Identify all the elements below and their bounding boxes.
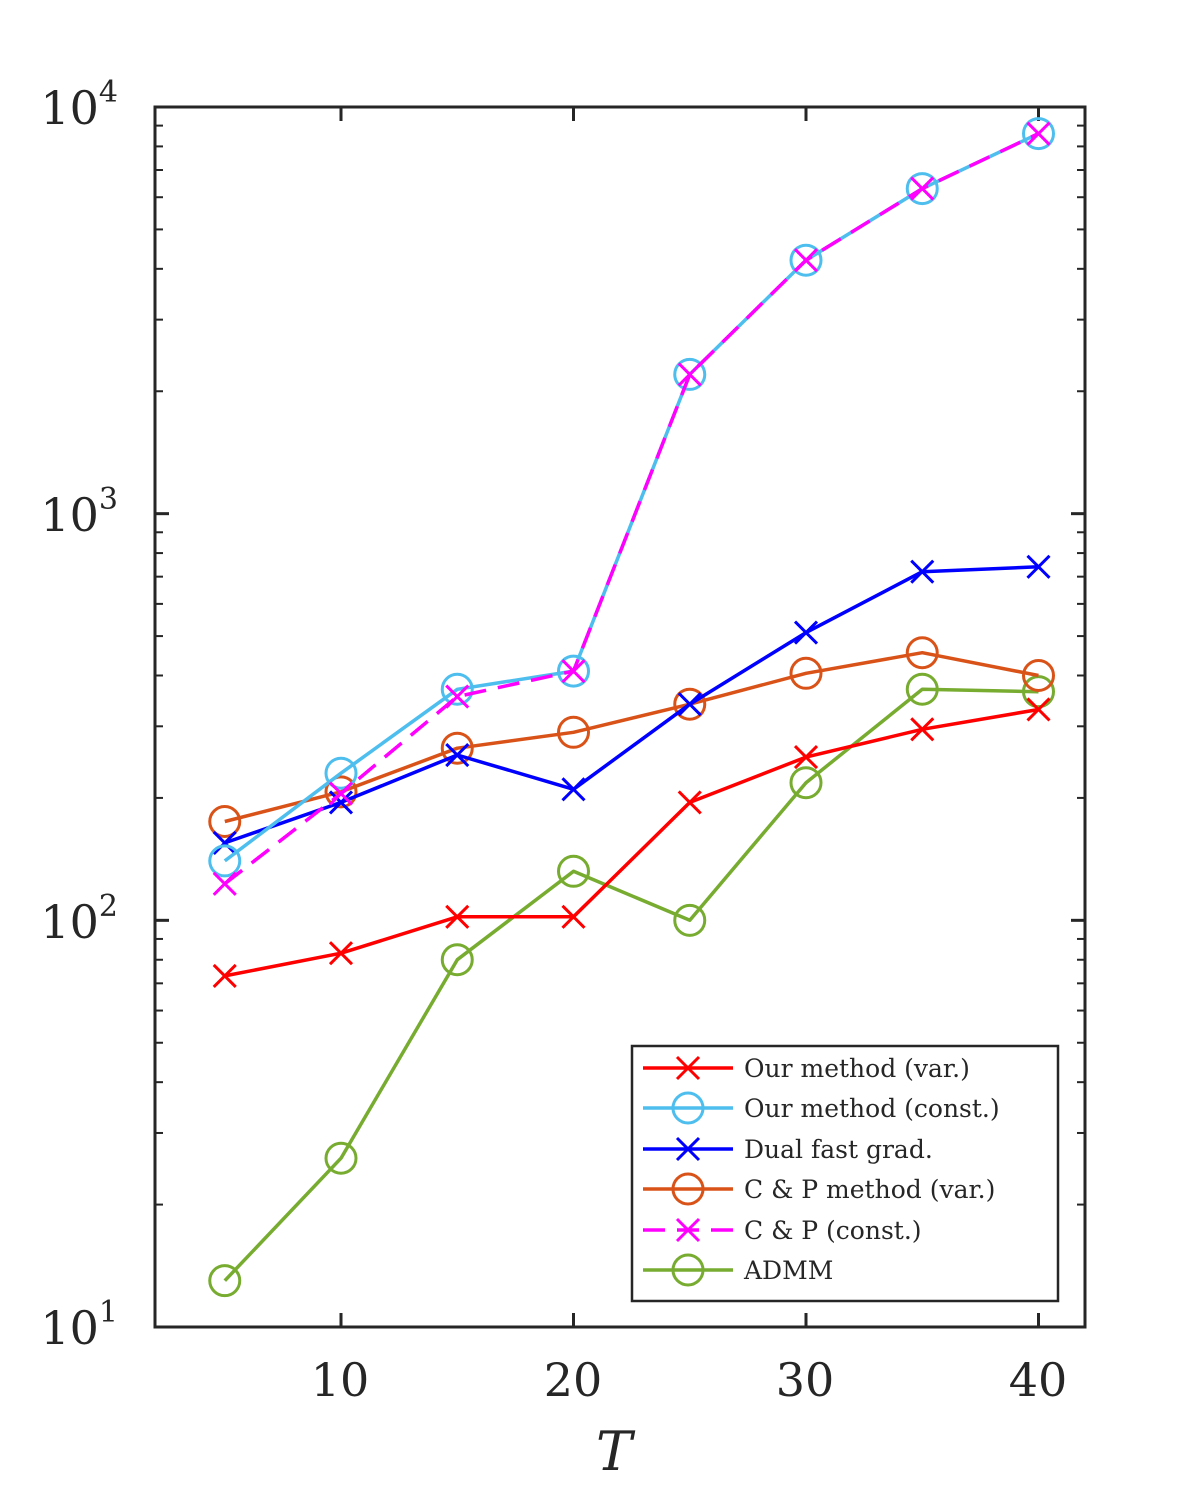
legend-swatch-marker [671, 1172, 705, 1206]
data-point [910, 176, 935, 201]
x-tick-label: 20 [544, 1353, 603, 1407]
data-point [905, 172, 939, 206]
y-tick-label-10-1: 101 [40, 1295, 118, 1355]
x-axis-title: T [596, 1420, 636, 1483]
series-4 [212, 121, 1051, 896]
data-point [440, 943, 474, 977]
data-point [561, 777, 586, 802]
x-tick-label: 30 [776, 1353, 835, 1407]
data-point [557, 854, 590, 888]
legend: Our method (var.) Our method (const.) Du… [630, 1044, 1060, 1303]
data-point [905, 636, 939, 670]
data-point [561, 904, 586, 929]
data-point [445, 904, 470, 929]
y-tick-labels: 101 102 103 104 [40, 75, 118, 1355]
data-point [793, 248, 819, 273]
series-line [223, 132, 1040, 863]
series-line [224, 565, 1039, 845]
data-point [208, 844, 242, 878]
data-point [208, 1264, 242, 1298]
data-point [789, 656, 823, 690]
data-point [212, 963, 237, 988]
data-point [324, 1141, 358, 1175]
series-line [224, 650, 1039, 824]
data-point [445, 742, 470, 768]
data-point [789, 766, 823, 800]
data-point [208, 804, 242, 838]
data-point [1022, 117, 1055, 151]
data-point [328, 790, 354, 815]
legend-label-dual-fast-grad: Dual fast grad. [744, 1135, 933, 1164]
data-point [673, 357, 707, 391]
series-2 [212, 554, 1051, 855]
series-line [224, 707, 1039, 978]
data-point [789, 243, 823, 277]
data-point [328, 941, 354, 966]
data-point [677, 790, 702, 815]
legend-box [630, 1044, 1060, 1303]
legend-label-our-method-var: Our method (var.) [744, 1054, 970, 1083]
series-line [223, 687, 1039, 1282]
data-point [1026, 121, 1051, 146]
series-1 [208, 117, 1055, 878]
data-point [557, 654, 590, 688]
series-layer [208, 117, 1055, 1298]
data-point [1022, 675, 1055, 709]
data-point [324, 756, 358, 790]
legend-swatch-marker [671, 1091, 705, 1125]
data-point [673, 903, 707, 937]
data-point [557, 715, 590, 749]
y-tick-label-10-2: 102 [40, 889, 118, 949]
data-point [328, 781, 354, 806]
data-point [793, 745, 819, 770]
legend-swatch-marker [675, 1217, 701, 1243]
data-point [793, 620, 819, 645]
legend-swatch-marker [675, 1055, 701, 1081]
data-point [212, 871, 237, 896]
data-point [910, 559, 935, 584]
x-tick-label: 10 [311, 1353, 370, 1407]
legend-swatch-marker [671, 1253, 705, 1287]
data-point [445, 684, 470, 709]
x-tick-labels: 10 20 30 40 [311, 1353, 1068, 1407]
legend-label-cp-method-var: C & P method (var.) [744, 1175, 995, 1204]
data-point [1022, 658, 1055, 692]
legend-swatch-marker [675, 1136, 701, 1162]
y-tick-label-10-4: 104 [40, 75, 118, 135]
legend-swatches [643, 1055, 733, 1287]
data-point [910, 717, 935, 742]
data-point [324, 775, 358, 809]
x-tick-label: 40 [1009, 1353, 1068, 1407]
data-point [677, 692, 702, 717]
data-point [212, 830, 237, 855]
series-5 [208, 672, 1055, 1298]
legend-label-admm: ADMM [743, 1256, 833, 1285]
y-tick-label-10-3: 103 [40, 482, 118, 542]
data-point [1026, 554, 1051, 579]
data-point [561, 659, 586, 684]
data-point [673, 687, 707, 721]
series-0 [212, 697, 1051, 988]
series-3 [208, 636, 1055, 838]
plot-frame [153, 105, 1087, 1329]
data-point [677, 362, 702, 387]
data-point [905, 672, 939, 706]
data-point [440, 731, 474, 765]
legend-label-our-method-const: Our method (const.) [744, 1094, 1000, 1123]
series-line [223, 132, 1040, 886]
legend-label-cp-const: C & P (const.) [744, 1216, 922, 1245]
data-point [440, 672, 474, 706]
data-point [1026, 697, 1051, 722]
